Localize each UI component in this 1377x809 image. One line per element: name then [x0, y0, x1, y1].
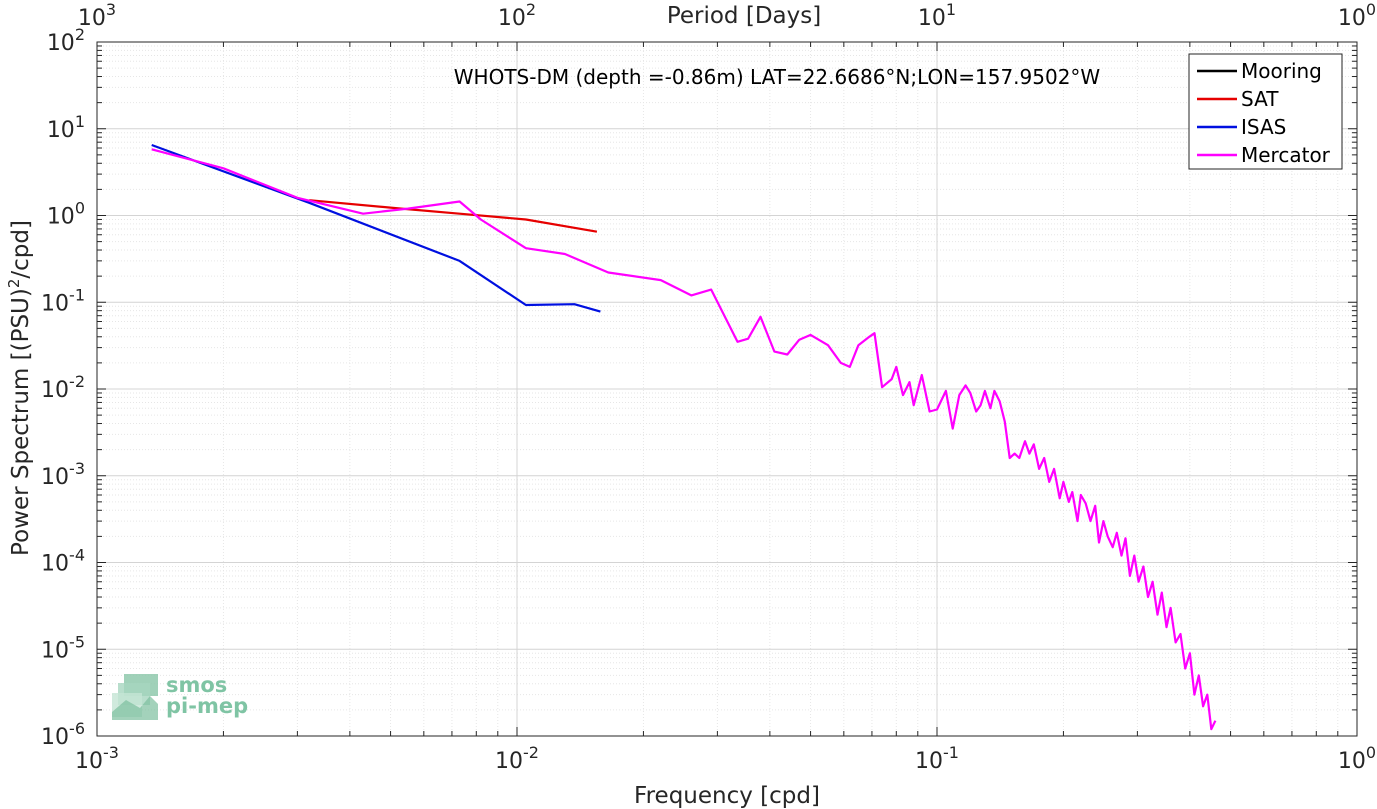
y-axis-label-sup: 2: [5, 279, 23, 289]
y-axis-label-tail: /cpd]: [8, 220, 34, 279]
legend-label-isas: ISAS: [1241, 115, 1286, 139]
y-tick-label: 10-2: [41, 372, 85, 403]
top-tick-label-base: 10: [78, 6, 106, 31]
y-axis-label-main: Power Spectrum [(PSU): [8, 288, 34, 556]
top-tick-label-base: 10: [918, 6, 946, 31]
series-line-mercator: [151, 148, 1217, 731]
y-tick-label-base: 10: [41, 465, 69, 490]
y-tick-label-base: 10: [47, 118, 75, 143]
major-grid: [97, 42, 1357, 736]
series-line-isas: [151, 143, 601, 313]
top-tick-label-exp: 1: [946, 0, 956, 19]
x-tick-label-exp: 0: [1366, 743, 1376, 762]
x-tick-label-base: 10: [1338, 749, 1366, 774]
top-tick-label-exp: 2: [526, 0, 536, 19]
series-layer: [151, 143, 1217, 731]
y-tick-label-exp: -1: [69, 285, 85, 304]
y-tick-label-exp: -2: [69, 372, 85, 391]
legend-label-sat: SAT: [1241, 87, 1279, 111]
y-tick-label-exp: -6: [69, 719, 85, 738]
top-tick-label-exp: 0: [1366, 0, 1376, 19]
y-tick-label-exp: 0: [75, 199, 85, 218]
y-tick-label-base: 10: [41, 552, 69, 577]
y-axis-label: Power Spectrum [(PSU)2/cpd]: [5, 220, 34, 556]
y-tick-label-exp: -4: [69, 546, 85, 565]
x-tick-label: 10-1: [915, 743, 959, 774]
top-tick-label: 100: [1338, 0, 1376, 31]
legend-box: [1188, 53, 1343, 170]
y-tick-label-base: 10: [41, 725, 69, 750]
top-tick-label-exp: 3: [106, 0, 116, 19]
y-tick-label-base: 10: [47, 205, 75, 230]
logo-line2: pi-mep: [166, 694, 248, 718]
chart-title: WHOTS-DM (depth =-0.86m) LAT=22.6686°N;L…: [454, 65, 1101, 89]
x-tick-label-exp: -3: [103, 743, 119, 762]
legend: Mooring SAT ISAS Mercator: [1188, 53, 1343, 170]
y-tick-label: 101: [47, 112, 85, 143]
top-tick-label-base: 10: [1338, 6, 1366, 31]
x-tick-label: 10-2: [495, 743, 539, 774]
x-tick-label-base: 10: [915, 749, 943, 774]
minor-grid: [97, 42, 1357, 736]
y-tick-label-exp: 2: [75, 25, 85, 44]
logo-mark-icon: [112, 674, 158, 720]
y-tick-label: 10-1: [41, 285, 85, 316]
x-tick-label-exp: -1: [943, 743, 959, 762]
x-tick-label-base: 10: [75, 749, 103, 774]
x-tick-label: 100: [1338, 743, 1376, 774]
y-tick-label-base: 10: [47, 31, 75, 56]
series-line-sat: [309, 199, 598, 233]
top-tick-label-base: 10: [498, 6, 526, 31]
legend-label-mooring: Mooring: [1241, 59, 1322, 83]
y-tick-label-exp: -3: [69, 459, 85, 478]
top-axis-label: Period [Days]: [667, 3, 821, 29]
x-axis-label: Frequency [cpd]: [634, 783, 820, 809]
y-tick-label: 100: [47, 199, 85, 230]
y-tick-label-base: 10: [41, 291, 69, 316]
x-tick-label: 10-3: [75, 743, 119, 774]
y-tick-label-exp: -5: [69, 632, 85, 651]
y-tick-label: 102: [47, 25, 85, 56]
x-tick-label-base: 10: [495, 749, 523, 774]
y-tick-label: 10-5: [41, 632, 85, 663]
logo-line1: smos: [166, 673, 227, 697]
x-tick-label-exp: -2: [523, 743, 539, 762]
top-tick-label: 102: [498, 0, 536, 31]
y-tick-label: 10-4: [41, 546, 85, 577]
y-tick-label-exp: 1: [75, 112, 85, 131]
top-tick-label: 101: [918, 0, 956, 31]
y-tick-label: 10-6: [41, 719, 85, 750]
y-tick-label: 10-3: [41, 459, 85, 490]
smos-pi-mep-logo: smos pi-mep: [112, 673, 248, 720]
y-tick-label-base: 10: [41, 638, 69, 663]
y-tick-label-base: 10: [41, 378, 69, 403]
axis-ticks: [96, 41, 1358, 737]
top-tick-label: 103: [78, 0, 116, 31]
legend-label-mercator: Mercator: [1241, 143, 1331, 167]
